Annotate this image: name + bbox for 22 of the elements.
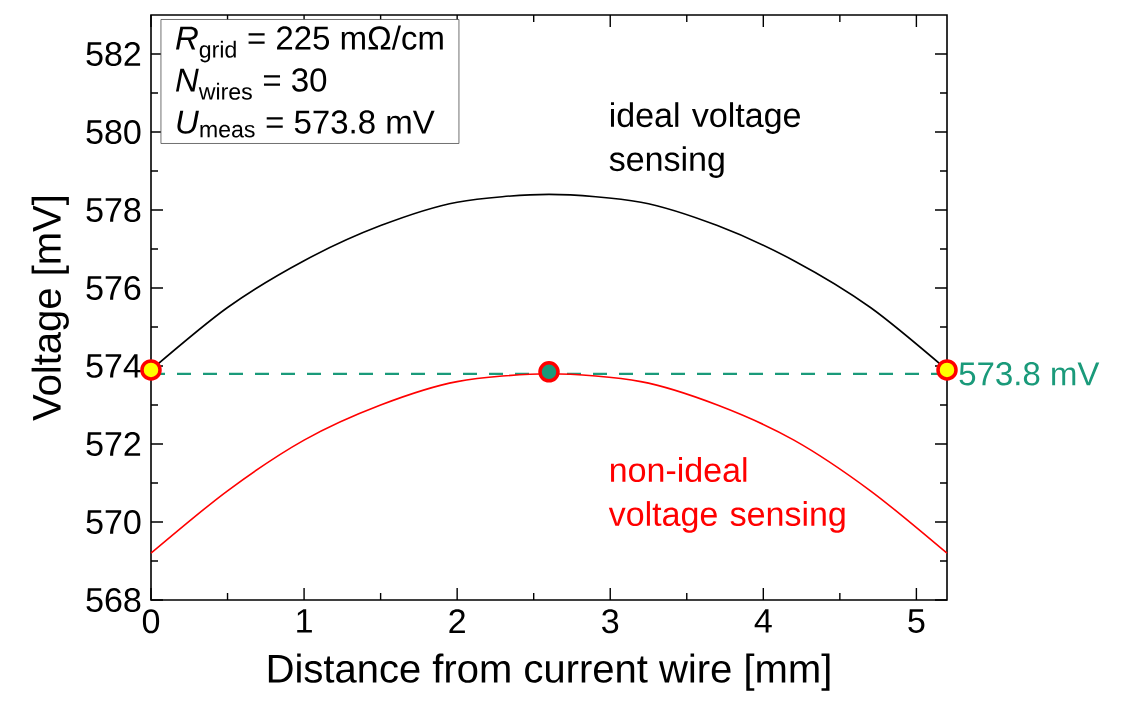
y-tick-label: 572 (86, 431, 141, 457)
y-tick-label: 570 (86, 509, 141, 535)
x-tick-label: 3 (602, 609, 619, 634)
y-tick-label: 568 (86, 587, 141, 613)
y-tick-label: 574 (86, 354, 141, 378)
y-axis-title: Voltage [mV] (31, 196, 69, 421)
y-tick-label: 576 (86, 275, 141, 301)
y-tick-label: 578 (86, 197, 141, 223)
series-label: ideal voltage sensing (609, 102, 800, 178)
annotation: U$_{meas}$ = 573.8 mV (177, 110, 435, 138)
x-tick-label: 5 (908, 609, 925, 633)
y-tick-label: 582 (86, 41, 141, 67)
x-axis-title: Distance from current wire [mm] (268, 653, 830, 691)
y-tick-label: 580 (86, 119, 141, 145)
x-tick-label: 0 (142, 609, 160, 634)
annotation: N$_{wires}$ = 30 (175, 68, 327, 100)
annotation: R$_{grid}$ = 225 mΩ/cm (175, 25, 443, 63)
ref-line-label: 573.8 mV (959, 362, 1100, 386)
x-tick-label: 4 (754, 609, 772, 633)
x-tick-label: 1 (297, 609, 312, 633)
series-label: non-ideal voltage sensing (608, 457, 845, 533)
x-tick-label: 2 (449, 609, 465, 633)
